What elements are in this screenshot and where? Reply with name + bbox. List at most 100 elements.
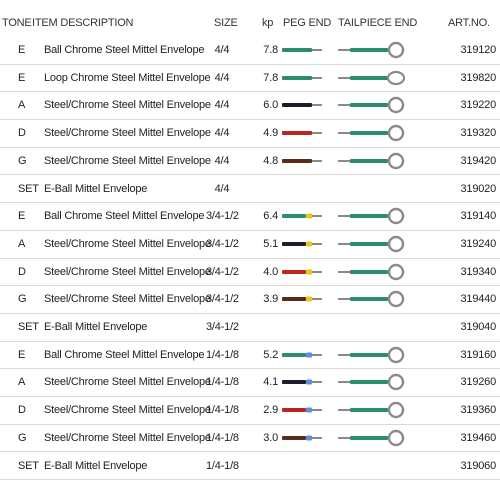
article-number-cell: 319460	[460, 431, 496, 444]
size-cell: 3/4-1/2	[206, 210, 239, 223]
peg-winding	[282, 214, 306, 219]
article-number-cell: 319120	[460, 44, 496, 56]
ball-end	[387, 374, 405, 391]
size-cell: 1/4-1/8	[206, 459, 239, 472]
loop-end	[386, 70, 406, 85]
description-cell: Ball Chrome Steel Mittel Envelope	[44, 210, 205, 223]
tail-winding	[350, 75, 388, 80]
peg-tip-marker	[306, 352, 312, 358]
peg-winding	[282, 352, 306, 357]
peg-wire	[312, 409, 322, 412]
ball-end-icon	[338, 235, 405, 253]
tone-cell: G	[18, 293, 27, 306]
tone-cell: E	[18, 44, 26, 56]
tail-winding	[350, 48, 388, 52]
peg-wire	[312, 159, 322, 162]
kp-cell: 4.0	[263, 265, 278, 278]
kp-cell: 5.1	[263, 237, 278, 250]
peg-winding	[282, 241, 306, 246]
peg-tip-marker	[306, 269, 312, 275]
peg-winding	[282, 435, 306, 440]
header-tail: TAILPIECE END	[338, 17, 418, 29]
ball-end	[387, 152, 405, 169]
peg-end-icon	[282, 407, 322, 413]
article-number-cell: 319140	[460, 210, 496, 223]
article-number-cell: 319160	[460, 348, 496, 361]
ball-end-icon	[338, 429, 405, 446]
article-number-cell: 319320	[460, 127, 496, 140]
description-cell: Steel/Chrome Steel Mittel Envelope	[44, 237, 211, 250]
peg-end-icon	[282, 296, 322, 302]
description-cell: Steel/Chrome Steel Mittel Envelope	[44, 265, 211, 278]
description-cell: E-Ball Mittel Envelope	[44, 459, 148, 472]
peg-winding	[282, 297, 306, 302]
tone-cell: A	[18, 99, 26, 112]
tail-wire	[338, 76, 350, 79]
size-cell: 4/4	[214, 99, 230, 112]
ball-end-icon	[338, 263, 405, 280]
table-row: SET E-Ball Mittel Envelope 4/4 319020	[0, 175, 500, 204]
header-kp: kp	[262, 17, 274, 29]
article-number-cell: 319240	[460, 237, 496, 250]
ball-end-icon	[338, 346, 405, 363]
kp-cell: 7.8	[263, 44, 278, 56]
kp-cell: 6.0	[263, 99, 278, 112]
peg-winding	[282, 103, 312, 108]
table-row: G Steel/Chrome Steel Mittel Envelope 4/4 4.…	[0, 147, 500, 176]
header-size: SIZE	[214, 17, 238, 29]
peg-tip-marker	[306, 435, 312, 441]
ball-end-icon	[338, 152, 405, 169]
peg-end-icon	[282, 269, 322, 275]
tail-winding	[350, 241, 388, 246]
ball-end-icon	[338, 97, 405, 114]
tail-winding	[350, 158, 388, 163]
peg-winding	[282, 380, 306, 385]
ball-end-icon	[338, 207, 405, 225]
peg-wire	[312, 270, 322, 273]
description-cell: Steel/Chrome Steel Mittel Envelope	[44, 293, 211, 306]
tone-cell: E	[18, 71, 26, 84]
size-cell: 4/4	[214, 71, 230, 84]
peg-end-icon	[282, 435, 322, 441]
description-cell: Steel/Chrome Steel Mittel Envelope	[44, 431, 211, 444]
article-number-cell: 319340	[460, 265, 496, 278]
tail-wire	[338, 159, 350, 162]
table-row: D Steel/Chrome Steel Mittel Envelope 3/4-1…	[0, 258, 500, 287]
peg-end-icon	[282, 352, 322, 358]
description-cell: Steel/Chrome Steel Mittel Envelope	[44, 127, 211, 140]
size-cell: 3/4-1/2	[206, 265, 239, 278]
description-cell: E-Ball Mittel Envelope	[44, 321, 148, 333]
description-cell: E-Ball Mittel Envelope	[44, 182, 148, 195]
header-tone: TONE	[2, 17, 32, 29]
ball-end-icon	[338, 401, 405, 419]
peg-winding	[282, 131, 312, 136]
article-number-cell: 319260	[460, 376, 496, 389]
peg-winding	[282, 48, 312, 52]
ball-end	[387, 429, 405, 446]
ball-end-icon	[338, 291, 405, 308]
peg-winding	[282, 408, 306, 413]
peg-wire	[312, 76, 322, 79]
peg-wire	[312, 132, 322, 135]
ball-end	[387, 401, 405, 419]
tone-cell: G	[18, 431, 27, 444]
table-row: A Steel/Chrome Steel Mittel Envelope 4/4 6.…	[0, 91, 500, 121]
table-row: SET E-Ball Mittel Envelope 3/4-1/2 319040	[0, 313, 500, 342]
kp-cell: 3.9	[263, 293, 278, 306]
tail-wire	[338, 353, 350, 356]
tail-winding	[350, 269, 388, 274]
peg-wire	[312, 436, 322, 439]
article-number-cell: 319820	[460, 71, 496, 84]
tone-cell: SET	[18, 321, 39, 333]
peg-end-icon	[282, 103, 322, 108]
table-row: A Steel/Chrome Steel Mittel Envelope 1/4-1…	[0, 368, 500, 398]
description-cell: Steel/Chrome Steel Mittel Envelope	[44, 404, 211, 417]
peg-wire	[312, 215, 322, 218]
size-cell: 4/4	[214, 127, 230, 140]
article-number-cell: 319060	[460, 459, 496, 472]
tone-cell: G	[18, 154, 27, 167]
kp-cell: 5.2	[263, 348, 278, 361]
tone-cell: E	[18, 210, 26, 223]
kp-cell: 7.8	[263, 71, 278, 84]
tail-wire	[338, 298, 350, 301]
